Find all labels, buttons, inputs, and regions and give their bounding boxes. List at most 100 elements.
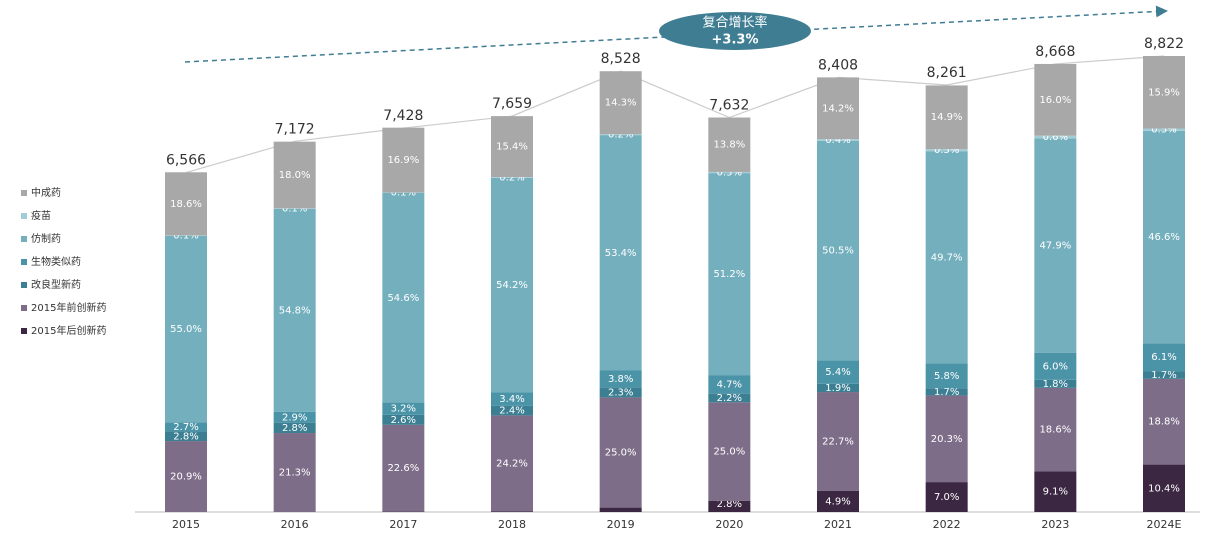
bar-segment	[925, 363, 968, 389]
legend-swatch	[21, 259, 27, 265]
segment-label: 25.0%	[713, 447, 745, 458]
bar-segment	[708, 393, 751, 403]
segment-label: 16.9%	[387, 155, 419, 166]
x-tick-label: 2023	[1041, 518, 1069, 531]
segment-label: 15.4%	[496, 142, 528, 153]
segment-label: 14.3%	[605, 98, 637, 109]
segment-label: 0.2%	[608, 130, 633, 141]
bar-segment	[382, 424, 425, 512]
bar-segment	[1034, 135, 1077, 139]
segment-label: 18.6%	[1039, 425, 1071, 436]
cagr-badge	[659, 12, 811, 50]
total-label: 6,566	[166, 153, 206, 169]
bar-segment	[599, 387, 642, 398]
x-tick-label: 2019	[607, 518, 635, 531]
segment-label: 5.4%	[825, 367, 850, 378]
bar-segment	[599, 397, 642, 508]
segment-label: 18.0%	[279, 170, 311, 181]
total-label: 8,261	[927, 65, 967, 81]
bar-segment	[491, 116, 533, 178]
bar-segment	[817, 77, 859, 140]
segment-label: 1.7%	[934, 387, 959, 398]
bar-segment	[491, 415, 533, 512]
bar-segment	[708, 171, 751, 174]
legend-label: 中成药	[31, 186, 61, 199]
bar-segment	[273, 422, 316, 434]
cagr-title: 复合增长率	[702, 15, 767, 31]
total-label: 8,528	[601, 51, 641, 67]
segment-label: 0.4%	[825, 135, 850, 146]
segment-label: 0.3%	[717, 168, 742, 179]
bar-segment	[599, 135, 642, 371]
legend-label: 疫苗	[31, 209, 51, 222]
segment-label: 2.4%	[499, 406, 524, 417]
segment-label: 54.8%	[279, 305, 311, 316]
segment-label: 9.1%	[1043, 487, 1068, 498]
legend-swatch	[21, 305, 27, 311]
total-label: 8,822	[1144, 36, 1184, 52]
bar-segment	[1143, 128, 1185, 131]
segment-label: 0.1%	[173, 231, 198, 242]
bar-segment	[817, 490, 859, 512]
x-tick-label: 2018	[498, 518, 526, 531]
bar-segment	[1143, 130, 1185, 344]
bar-segment	[708, 500, 751, 512]
segment-label: 0.1%	[282, 204, 307, 215]
legend-label: 改良型新药	[31, 278, 81, 291]
segment-label: 4.7%	[717, 379, 742, 390]
segment-label: 13.8%	[713, 140, 745, 151]
bar-segment	[382, 127, 425, 193]
bar-segment	[1034, 352, 1077, 380]
segment-label: 0.5%	[1151, 125, 1176, 136]
bar-segment	[1034, 471, 1077, 512]
bar-segment	[817, 383, 859, 393]
bar-segment	[925, 388, 968, 396]
total-label: 8,668	[1035, 44, 1075, 60]
bar-segment	[165, 431, 207, 442]
segment-label: 21.3%	[279, 468, 311, 479]
segment-label: 47.9%	[1039, 241, 1071, 252]
legend-swatch	[21, 282, 27, 288]
cagr-value: +3.3%	[712, 33, 759, 48]
bar-segment	[708, 375, 751, 394]
segment-label: 2.9%	[282, 412, 307, 423]
total-label: 8,408	[818, 57, 858, 73]
bar-segment	[708, 117, 751, 172]
segment-label: 0.1%	[391, 188, 416, 199]
bar-segment	[491, 177, 533, 393]
segment-label: 50.5%	[822, 246, 854, 257]
bar-segment	[817, 139, 859, 141]
bar-segment	[491, 511, 533, 512]
bar-segment	[599, 134, 642, 136]
legend-label: 2015年前创新药	[31, 301, 106, 314]
segment-label: 14.9%	[931, 112, 963, 123]
legend-swatch	[21, 328, 27, 334]
bar-segment	[491, 405, 533, 416]
segment-label: 6.0%	[1043, 361, 1068, 372]
x-tick-label: 2015	[172, 518, 200, 531]
bar-segment	[1034, 138, 1077, 353]
segment-label: 5.8%	[934, 371, 959, 382]
segment-label: 55.0%	[170, 324, 202, 335]
segment-label: 2.8%	[717, 499, 742, 510]
segment-label: 1.8%	[1043, 379, 1068, 390]
segment-label: 2.2%	[717, 393, 742, 404]
bar-segment	[1034, 387, 1077, 472]
segment-label: 6.1%	[1151, 352, 1176, 363]
bar-segment	[1143, 56, 1185, 129]
segment-label: 1.7%	[1151, 370, 1176, 381]
bar-segment	[1143, 371, 1185, 379]
segment-label: 16.0%	[1039, 95, 1071, 106]
segment-label: 54.6%	[387, 293, 419, 304]
segment-label: 2.7%	[173, 422, 198, 433]
bar-segment	[273, 208, 316, 412]
bar-segment	[273, 411, 316, 423]
segment-label: 2.3%	[608, 387, 633, 398]
segment-label: 7.0%	[934, 492, 959, 503]
bar-segment	[273, 141, 316, 209]
bar-segment	[925, 85, 968, 150]
segment-label: 3.8%	[608, 374, 633, 385]
bar-segment	[599, 71, 642, 135]
bar-segment	[1034, 63, 1077, 136]
bar-segment	[925, 149, 968, 152]
